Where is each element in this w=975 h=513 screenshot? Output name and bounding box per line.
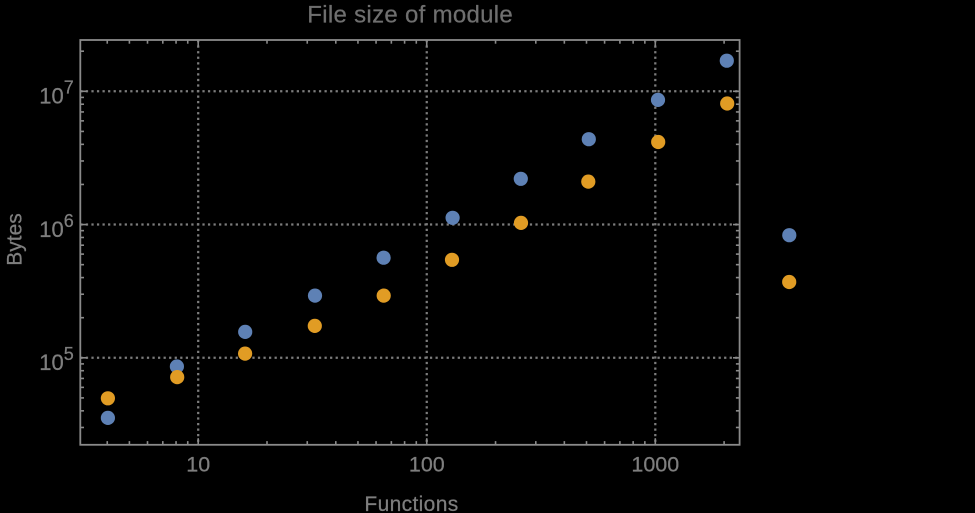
svg-text:File size of module: File size of module xyxy=(307,2,513,29)
svg-text:Bytes: Bytes xyxy=(3,213,26,266)
svg-text:100: 100 xyxy=(409,452,445,476)
svg-text:Functions: Functions xyxy=(364,493,458,513)
svg-text:1000: 1000 xyxy=(631,452,679,476)
svg-text:10: 10 xyxy=(186,452,210,476)
